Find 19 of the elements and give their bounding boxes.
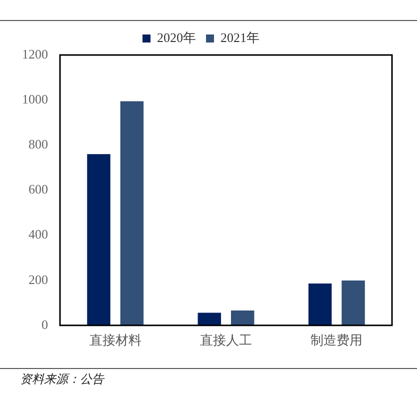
y-tick-label: 800 [28, 136, 48, 152]
bar [120, 101, 144, 326]
y-tick-label: 600 [28, 182, 48, 197]
x-tick-label: 直接人工 [200, 332, 252, 348]
y-tick-label: 1200 [22, 46, 48, 62]
bar [342, 280, 365, 326]
x-tick-label: 制造费用 [310, 332, 363, 348]
y-tick-label: 1000 [22, 91, 48, 106]
text: 资料来源：公告 [20, 371, 104, 388]
y-tick-label: 200 [28, 272, 48, 287]
legend-label: 2020年 [157, 30, 196, 45]
y-tick-label: 0 [42, 316, 48, 332]
legend-label: 2021年 [220, 30, 260, 45]
bar [308, 283, 332, 326]
y-tick-label: 400 [28, 226, 48, 242]
bar [230, 310, 254, 326]
x-tick-label: 直接材料 [89, 332, 142, 348]
bar [87, 154, 110, 326]
bar [198, 312, 222, 326]
